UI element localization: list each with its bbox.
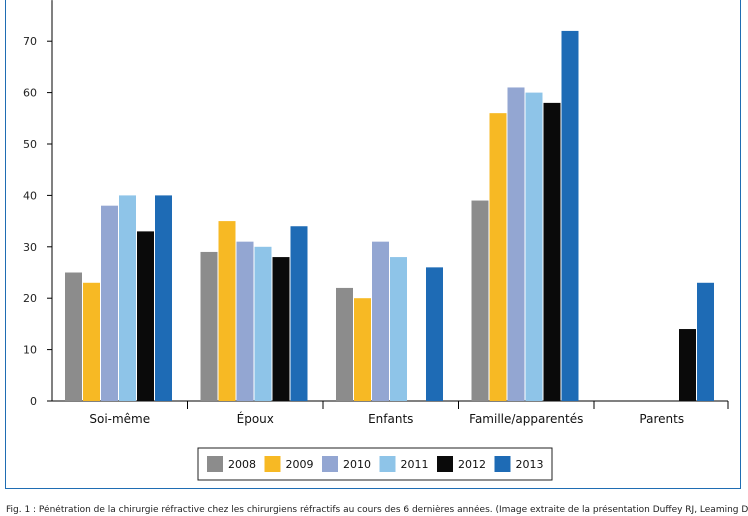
bar xyxy=(426,267,443,401)
bar xyxy=(119,195,136,401)
x-category-label: Enfants xyxy=(368,412,413,426)
bar xyxy=(471,200,489,401)
figure-frame xyxy=(5,0,741,489)
bar xyxy=(525,92,543,401)
legend-label: 2011 xyxy=(401,458,429,471)
x-category-label: Soi-même xyxy=(89,412,150,426)
y-tick-label: 0 xyxy=(30,395,37,408)
y-tick-label: 10 xyxy=(23,344,37,357)
bar xyxy=(272,257,290,401)
bar xyxy=(65,272,82,401)
legend-swatch xyxy=(322,456,338,472)
bar xyxy=(101,205,118,401)
bar xyxy=(83,282,100,401)
bar xyxy=(489,113,507,401)
bar xyxy=(354,298,371,401)
x-category-label: Époux xyxy=(237,411,274,426)
bar xyxy=(507,87,525,402)
legend-label: 2008 xyxy=(228,458,256,471)
bar xyxy=(137,231,154,401)
y-tick-label: 70 xyxy=(23,35,37,48)
legend-box xyxy=(197,447,553,481)
x-category-label: Famille/apparentés xyxy=(469,412,583,426)
legend-label: 2010 xyxy=(343,458,371,471)
legend-swatch xyxy=(379,456,396,472)
legend-label: 2009 xyxy=(286,458,314,471)
legend-swatch xyxy=(264,456,281,472)
y-tick-label: 40 xyxy=(23,189,37,202)
bar xyxy=(543,102,561,401)
bar xyxy=(679,329,696,401)
bar xyxy=(372,241,389,401)
bar xyxy=(697,282,714,401)
bar xyxy=(561,30,579,401)
legend-label: 2012 xyxy=(458,458,486,471)
y-tick-label: 20 xyxy=(23,292,37,305)
x-category-label: Parents xyxy=(639,412,684,426)
bar xyxy=(155,195,172,401)
legend-swatch xyxy=(437,456,453,472)
bar xyxy=(390,257,407,401)
y-tick-label: 30 xyxy=(23,241,37,254)
bar xyxy=(290,226,308,401)
bar-chart: 0 10 20 30 40 50 60 70 Soi-même Époux Enfants Famil… xyxy=(23,0,729,481)
bar xyxy=(236,241,254,401)
bar xyxy=(336,287,353,401)
legend-swatch xyxy=(207,456,223,472)
legend-label: 2013 xyxy=(516,458,544,471)
bar xyxy=(254,246,272,401)
figure-caption: Fig. 1 : Pénétration de la chirurgie réf… xyxy=(6,505,748,515)
y-tick-label: 60 xyxy=(23,87,37,100)
y-tick-label: 50 xyxy=(23,138,37,151)
bar xyxy=(218,221,236,401)
legend-swatch xyxy=(494,456,511,472)
bar xyxy=(200,251,218,401)
